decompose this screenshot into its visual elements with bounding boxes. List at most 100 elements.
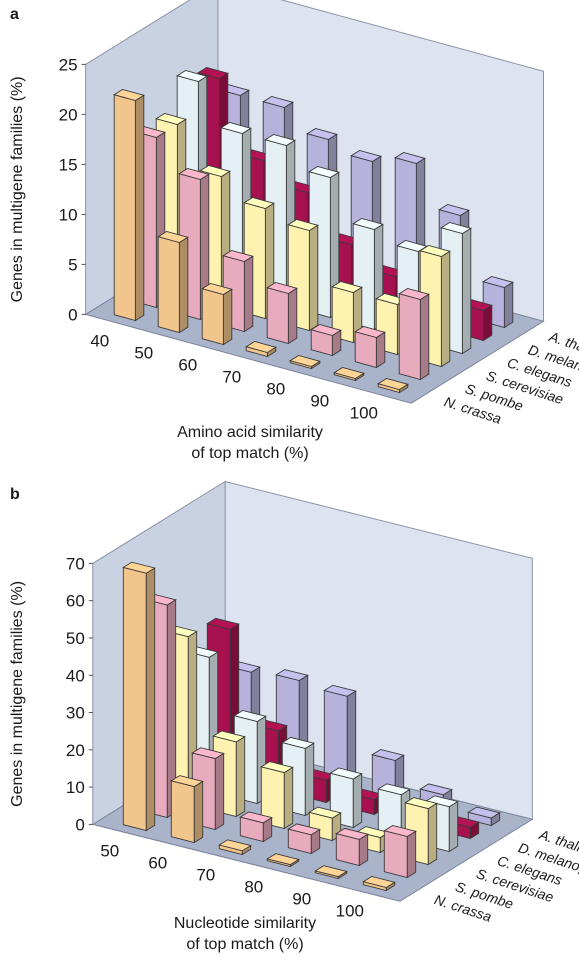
x-axis-title: Amino acid similarity of top match (%) xyxy=(135,422,365,464)
bar-top xyxy=(310,324,342,336)
bar xyxy=(354,326,386,369)
bar xyxy=(383,825,417,879)
y-tick-label: 30 xyxy=(66,704,85,723)
x-axis-title-line1: Nucleotide similarity xyxy=(173,915,317,932)
bar xyxy=(157,231,189,334)
bar-top xyxy=(329,767,363,780)
bar-side xyxy=(461,227,472,355)
bar-side xyxy=(134,94,145,322)
bar-top xyxy=(197,67,229,79)
bar xyxy=(323,684,357,791)
bar-top xyxy=(233,710,267,722)
bar-top xyxy=(331,281,363,293)
bar xyxy=(467,806,501,827)
bar-top xyxy=(306,128,338,140)
bar-top xyxy=(394,152,426,164)
bar-top xyxy=(352,218,384,230)
bar-front xyxy=(122,566,147,832)
bar-side xyxy=(287,287,298,345)
y-tick-label: 0 xyxy=(68,305,77,324)
chart-b-svg: 0 10 20 30 40 50 60 70 Genes in multigene famili… xyxy=(9,480,579,925)
y-tick-label: 10 xyxy=(66,778,85,797)
bar-front xyxy=(398,293,421,381)
bar-side xyxy=(448,800,459,853)
bar-top xyxy=(404,797,438,810)
bar xyxy=(239,811,273,843)
bar-top xyxy=(308,806,342,819)
bar-side xyxy=(352,772,363,829)
bar-top xyxy=(383,825,417,837)
bar-side xyxy=(503,281,514,329)
bar xyxy=(331,281,363,344)
x-axis-title-line1: Amino acid similarity xyxy=(177,424,323,441)
bar xyxy=(398,288,430,381)
bar-top xyxy=(222,250,254,262)
bar-top xyxy=(191,747,225,760)
chart-a-svg: 0 5 10 15 20 25 Genes in multigene families (%… xyxy=(9,0,579,427)
y-tick-label: 0 xyxy=(75,815,84,834)
bar-top xyxy=(362,876,396,888)
x-tick-label: 60 xyxy=(148,854,167,873)
bar-top xyxy=(482,276,514,288)
bar-top xyxy=(243,197,275,209)
bar xyxy=(260,761,294,830)
bar-top xyxy=(287,219,319,231)
panel-label: a xyxy=(10,6,19,23)
bar-top xyxy=(122,561,156,574)
bar-side xyxy=(283,766,294,830)
bar xyxy=(314,865,348,880)
bar-front xyxy=(170,780,195,844)
bar-top xyxy=(245,341,277,353)
y-axis-title: Genes in multigene families (%) xyxy=(9,581,26,807)
bar-top xyxy=(266,853,300,866)
bar-top xyxy=(308,166,340,178)
bar-top xyxy=(333,367,365,379)
bar-top xyxy=(266,282,298,294)
x-axis-title: Nucleotide similarity of top match (%) xyxy=(130,913,360,955)
bar-top xyxy=(206,617,240,630)
bar-top xyxy=(239,811,273,824)
bar-side xyxy=(145,567,156,832)
y-tick-label: 20 xyxy=(59,105,78,124)
bar-top xyxy=(335,827,369,840)
bar-top xyxy=(323,684,357,697)
bar-top xyxy=(377,378,409,390)
bar-top xyxy=(201,283,233,295)
bar-top xyxy=(419,245,451,257)
chart-panel-a: a 0 5 10 15 20 25 Genes in multigene families … xyxy=(9,0,579,464)
bar-side xyxy=(427,802,438,866)
bar-side xyxy=(406,830,417,879)
bar-top xyxy=(440,222,472,234)
bar-top xyxy=(377,783,411,796)
bar-top xyxy=(425,795,459,808)
x-tick-label: 100 xyxy=(350,404,378,423)
y-tick-label: 50 xyxy=(66,629,85,648)
bar-side xyxy=(214,752,225,831)
x-tick-label: 60 xyxy=(178,356,197,375)
bar-front xyxy=(201,288,224,346)
bar-top xyxy=(275,669,309,681)
x-tick-label: 50 xyxy=(100,842,119,861)
bar-top xyxy=(176,70,208,82)
bar-top xyxy=(419,783,453,796)
bar-top xyxy=(281,736,315,749)
bar xyxy=(377,378,409,394)
x-tick-label: 50 xyxy=(134,344,153,363)
bar-top xyxy=(350,150,382,162)
bar-top xyxy=(199,165,231,177)
bar-top xyxy=(170,775,204,788)
bar-top xyxy=(289,355,321,367)
bar xyxy=(222,250,254,333)
bar-side xyxy=(482,304,493,342)
bar xyxy=(310,324,342,357)
bar xyxy=(289,355,321,370)
x-tick-label: 70 xyxy=(196,866,215,885)
x-tick-label: 90 xyxy=(310,392,329,411)
bar-front xyxy=(157,236,180,334)
bar-top xyxy=(212,730,246,743)
x-tick-label: 90 xyxy=(292,890,311,909)
bar-side xyxy=(304,742,315,817)
bar-side xyxy=(419,293,430,381)
bar xyxy=(266,853,300,868)
bar xyxy=(333,367,365,382)
